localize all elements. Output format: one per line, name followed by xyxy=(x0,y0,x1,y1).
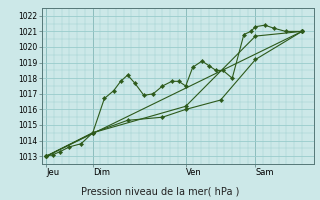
Text: Pression niveau de la mer( hPa ): Pression niveau de la mer( hPa ) xyxy=(81,186,239,196)
